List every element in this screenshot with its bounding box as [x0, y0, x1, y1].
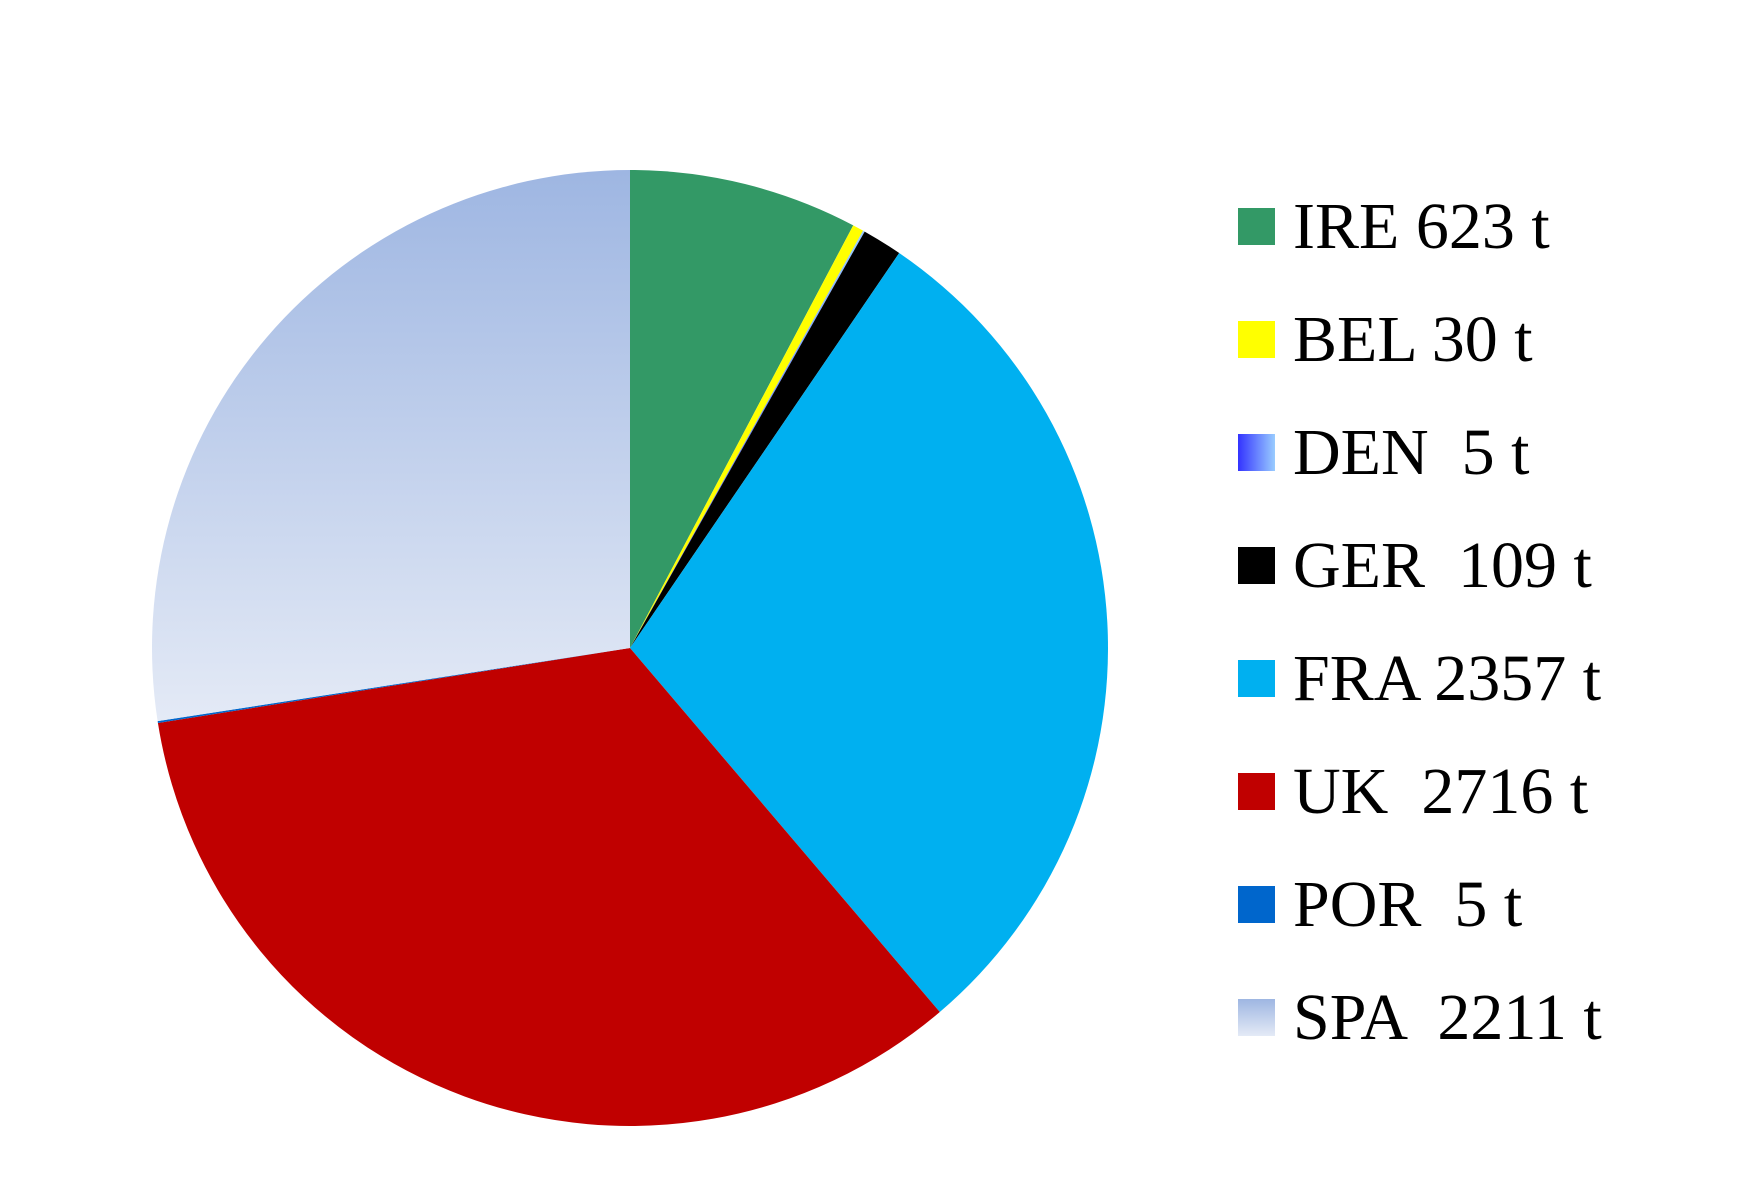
legend-label: POR 5 t [1293, 867, 1523, 941]
legend-label: DEN 5 t [1293, 415, 1530, 489]
pie-slices [151, 170, 1108, 1126]
legend-label: UK 2716 t [1293, 754, 1589, 828]
legend-swatch [1238, 660, 1275, 697]
legend-swatch [1238, 321, 1275, 358]
pie-slice-ire [630, 170, 854, 648]
legend-item: POR 5 t [1238, 848, 1602, 961]
legend-label: BEL 30 t [1293, 302, 1533, 376]
legend-item: DEN 5 t [1238, 396, 1602, 509]
legend-label: FRA 2357 t [1293, 641, 1602, 715]
legend-swatch [1238, 999, 1275, 1036]
legend-item: FRA 2357 t [1238, 622, 1602, 735]
legend-label: GER 109 t [1293, 528, 1592, 602]
pie-slice-uk [157, 648, 940, 1126]
legend-item: IRE 623 t [1238, 170, 1602, 283]
legend-swatch [1238, 208, 1275, 245]
legend-item: GER 109 t [1238, 509, 1602, 622]
pie-slice-bel [630, 225, 864, 649]
legend: IRE 623 t BEL 30 t DEN 5 t GER 109 t FRA 235… [1238, 170, 1602, 1074]
legend-swatch [1238, 773, 1275, 810]
pie-slice-fra [630, 253, 1108, 1013]
pie-slice-por [157, 648, 630, 723]
legend-swatch [1238, 886, 1275, 923]
pie-slice-den [630, 230, 865, 648]
legend-item: BEL 30 t [1238, 283, 1602, 396]
legend-swatch [1238, 434, 1275, 471]
legend-label: SPA 2211 t [1293, 980, 1602, 1054]
legend-item: SPA 2211 t [1238, 961, 1602, 1074]
pie-slice-ger [630, 231, 900, 648]
legend-swatch [1238, 547, 1275, 584]
pie-slice-spa [151, 170, 630, 722]
legend-label: IRE 623 t [1293, 189, 1550, 263]
legend-item: UK 2716 t [1238, 735, 1602, 848]
